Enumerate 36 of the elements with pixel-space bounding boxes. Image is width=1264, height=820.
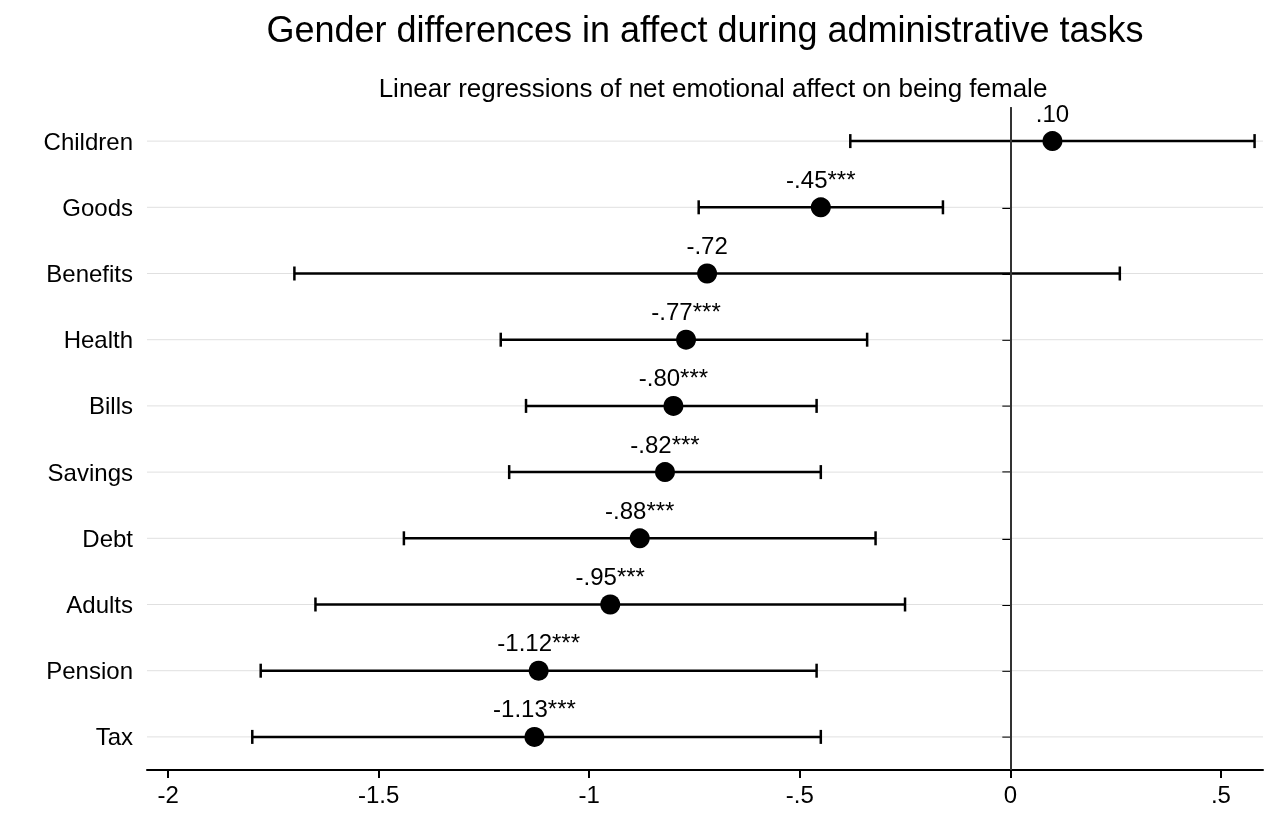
x-tick-label: -1.5 xyxy=(357,780,400,808)
data-label: -.82*** xyxy=(630,430,700,458)
point xyxy=(810,197,831,218)
data-label: -1.12*** xyxy=(497,629,581,657)
point xyxy=(629,528,650,549)
y-tick-label: Savings xyxy=(47,458,133,486)
x-tick-label: -1 xyxy=(578,780,600,808)
data-label: -1.13*** xyxy=(493,695,576,723)
y-tick-label: Children xyxy=(43,127,133,155)
chart-title: Gender differences in affect during administrative tasks xyxy=(266,8,1144,50)
data-label: -.77*** xyxy=(651,298,721,326)
y-tick-label: Bills xyxy=(88,392,133,420)
x-tick-label: 0 xyxy=(1003,780,1017,808)
data-label: -.72 xyxy=(686,232,728,259)
point xyxy=(655,462,675,483)
x-tick-label: -.5 xyxy=(785,780,814,808)
y-tick-label: Goods xyxy=(62,193,133,221)
point xyxy=(524,726,545,747)
y-tick-label: Tax xyxy=(95,723,133,751)
data-label: -.95*** xyxy=(575,563,645,590)
point xyxy=(600,594,621,615)
data-label: -.45*** xyxy=(786,165,856,193)
y-tick-label: Debt xyxy=(82,524,134,552)
y-tick-label: Health xyxy=(63,326,133,354)
y-tick-label: Adults xyxy=(66,591,133,618)
point xyxy=(697,263,718,284)
y-tick-label: Pension xyxy=(46,657,133,685)
point xyxy=(663,395,684,416)
data-label: -.80*** xyxy=(638,364,709,392)
x-tick-label: .5 xyxy=(1210,780,1231,808)
point xyxy=(676,329,697,350)
y-tick-label: Benefits xyxy=(46,260,133,287)
point xyxy=(1042,131,1063,152)
x-tick-label: -2 xyxy=(157,780,179,808)
data-label: -.88*** xyxy=(605,496,675,524)
point xyxy=(528,660,549,681)
